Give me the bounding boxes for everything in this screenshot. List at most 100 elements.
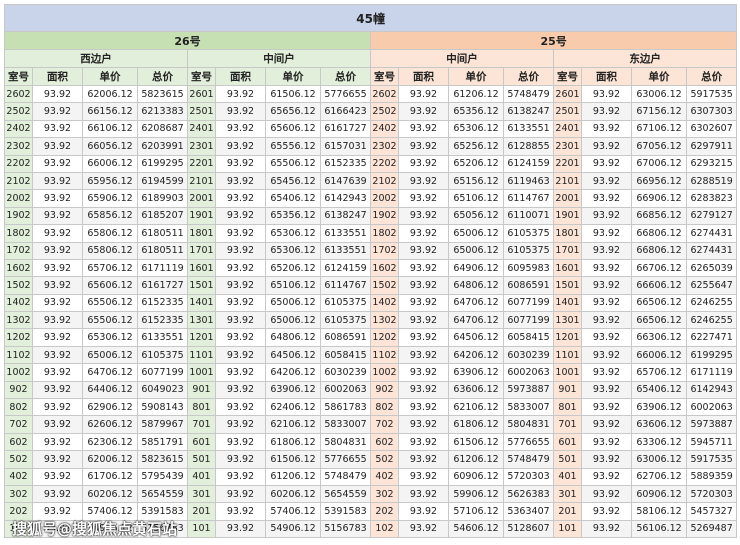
table-cell: 64506.12: [265, 345, 321, 365]
section-name: 中间户: [370, 49, 554, 68]
table-cell: 93.92: [32, 119, 83, 139]
table-cell: 6002063: [503, 363, 554, 382]
table-cell: 93.92: [215, 171, 266, 191]
table-cell: 5363407: [503, 502, 554, 521]
table-row: 2602 93.92 62006.12 5823615 2601 93.92 61506.1…: [4, 84, 738, 104]
table-cell: 93.92: [215, 276, 266, 295]
table-cell: 63906.12: [631, 398, 687, 417]
table-cell: 64706.12: [82, 363, 138, 382]
table-cell: 5720303: [503, 467, 554, 486]
table-cell: 6161727: [320, 119, 371, 139]
table-cell: 6180511: [137, 241, 188, 260]
table-cell: 63606.12: [631, 415, 687, 434]
room-number: 1601: [553, 258, 582, 278]
table-cell: 65656.12: [265, 102, 321, 121]
room-number: 101: [187, 519, 216, 539]
table-cell: 65856.12: [82, 206, 138, 226]
table-cell: 67106.12: [631, 119, 687, 139]
table-cell: 93.92: [32, 258, 83, 278]
table-row: 802 93.92 62906.12 5908143 801 93.92 62406.12 5…: [4, 398, 738, 417]
table-cell: 61806.12: [265, 432, 321, 452]
table-cell: 93.92: [32, 519, 83, 539]
table-cell: 61506.12: [448, 432, 504, 452]
table-row: 45幢: [3, 4, 738, 32]
table-cell: 6152335: [137, 293, 188, 313]
table-cell: 6110071: [503, 206, 554, 226]
table-cell: 6180511: [137, 224, 188, 243]
room-number: 201: [187, 502, 216, 521]
table-cell: 6002063: [320, 380, 371, 400]
table-cell: 93.92: [398, 502, 449, 521]
table-cell: 65156.12: [448, 171, 504, 191]
table-row: 1302 93.92 65506.12 6152335 1301 93.92 65006.1…: [4, 311, 738, 330]
table-cell: 93.92: [398, 293, 449, 313]
room-number: 302: [370, 484, 399, 504]
table-row: 西边户 中间户 中间户 东边户: [4, 49, 738, 68]
table-cell: 93.92: [32, 467, 83, 486]
room-number: 501: [187, 450, 216, 469]
table-cell: 62706.12: [631, 467, 687, 486]
table-cell: 6171119: [137, 258, 188, 278]
table-cell: 62906.12: [82, 398, 138, 417]
table-cell: 65406.12: [265, 189, 321, 208]
table-cell: 93.92: [581, 171, 632, 191]
room-number: 802: [4, 398, 33, 417]
room-number: 2601: [553, 84, 582, 104]
room-number: 2201: [187, 154, 216, 173]
table-cell: 6058415: [503, 328, 554, 347]
table-row: 2402 93.92 66106.12 6208687 2401 93.92 65606.1…: [4, 119, 738, 139]
table-row: 2502 93.92 66156.12 6213383 2501 93.92 65656.1…: [4, 102, 738, 121]
table-cell: 66856.12: [631, 206, 687, 226]
room-number: 1101: [187, 345, 216, 365]
room-number: 1001: [553, 363, 582, 382]
table-cell: 93.92: [581, 154, 632, 173]
table-cell: 5795439: [137, 467, 188, 486]
table-cell: 5833007: [320, 415, 371, 434]
table-cell: 93.92: [581, 189, 632, 208]
room-number: 401: [553, 467, 582, 486]
table-cell: 6265039: [685, 258, 738, 278]
table-cell: 93.92: [398, 154, 449, 173]
table-cell: 6105375: [503, 241, 554, 260]
table-cell: 93.92: [581, 328, 632, 347]
table-cell: 93.92: [32, 345, 83, 365]
table-cell: 93.92: [215, 84, 266, 104]
table-cell: 6124159: [503, 154, 554, 173]
table-row: 502 93.92 62006.12 5823615 501 93.92 61506.12 5…: [4, 450, 738, 469]
table-cell: 66706.12: [631, 258, 687, 278]
table-cell: 6274431: [685, 241, 738, 260]
table-cell: 6133551: [137, 328, 188, 347]
column-header: 单价: [448, 67, 504, 86]
table-cell: 65706.12: [82, 258, 138, 278]
table-cell: 93.92: [32, 415, 83, 434]
table-cell: 93.92: [581, 119, 632, 139]
table-cell: 93.92: [398, 258, 449, 278]
room-number: 402: [370, 467, 399, 486]
table-cell: 60206.12: [265, 484, 321, 504]
table-cell: 64806.12: [448, 276, 504, 295]
table-row: 1002 93.92 64706.12 6077199 1001 93.92 64206.1…: [4, 363, 738, 382]
table-cell: 93.92: [32, 241, 83, 260]
table-cell: 61206.12: [448, 450, 504, 469]
table-cell: 62306.12: [82, 432, 138, 452]
table-cell: 93.92: [398, 224, 449, 243]
room-number: 1101: [553, 345, 582, 365]
room-number: 2101: [187, 171, 216, 191]
table-cell: 5889359: [685, 467, 738, 486]
table-cell: 93.92: [398, 84, 449, 104]
table-cell: 93.92: [581, 450, 632, 469]
table-cell: 6105375: [503, 224, 554, 243]
table-cell: 54906.12: [82, 519, 138, 539]
room-number: 1402: [370, 293, 399, 313]
column-header: 面积: [215, 67, 266, 86]
table-cell: 63606.12: [448, 380, 504, 400]
table-cell: 6166423: [320, 102, 371, 121]
table-cell: 93.92: [32, 328, 83, 347]
room-number: 1002: [370, 363, 399, 382]
table-cell: 65306.12: [265, 224, 321, 243]
table-cell: 93.92: [398, 102, 449, 121]
room-number: 1901: [187, 206, 216, 226]
room-number: 1201: [187, 328, 216, 347]
table-cell: 5654559: [320, 484, 371, 504]
room-number: 301: [553, 484, 582, 504]
